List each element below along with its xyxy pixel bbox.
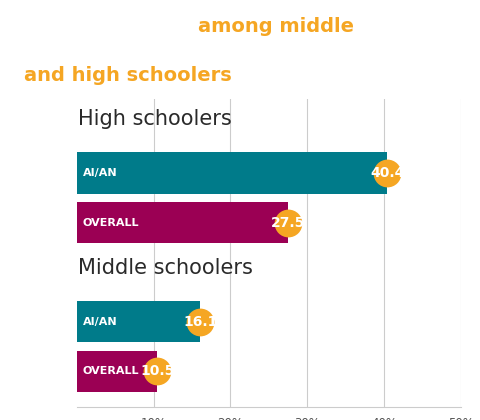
Bar (77, 152, 387, 194)
Text: AI/AN: AI/AN (83, 168, 118, 178)
Text: 27.5: 27.5 (271, 215, 305, 230)
Text: High schoolers: High schoolers (78, 109, 232, 129)
Text: and high schoolers: and high schoolers (24, 66, 232, 85)
Text: 10.5: 10.5 (140, 364, 175, 378)
Bar (77, 202, 288, 243)
Text: Middle schoolers: Middle schoolers (78, 258, 253, 278)
Text: OVERALL: OVERALL (83, 366, 140, 376)
Bar (77, 301, 201, 342)
Text: 40.4: 40.4 (370, 166, 404, 180)
Text: among middle: among middle (198, 17, 354, 36)
Text: AI/AN: AI/AN (83, 317, 118, 327)
Bar (77, 351, 157, 392)
Text: OVERALL: OVERALL (83, 218, 140, 228)
Text: 16.1: 16.1 (183, 315, 217, 328)
Text: E-cigarette use: E-cigarette use (24, 17, 198, 36)
